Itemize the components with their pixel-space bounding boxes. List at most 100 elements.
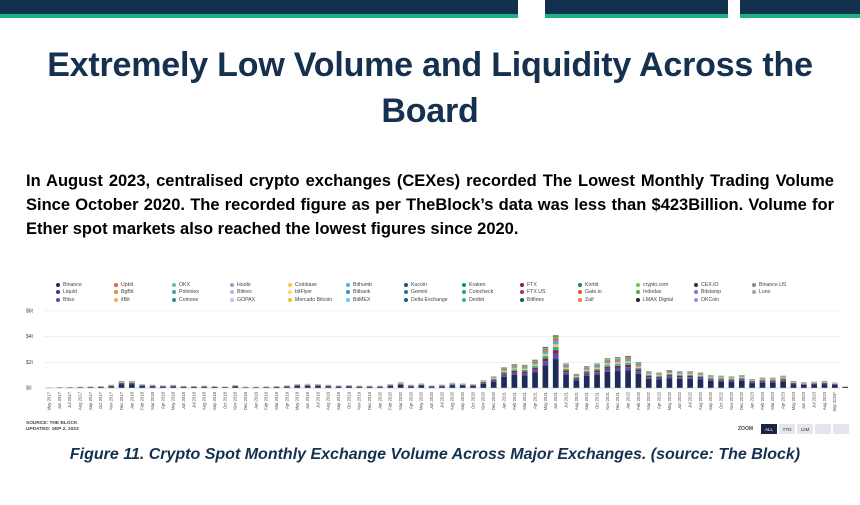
bar-segment [656,379,662,388]
bar-segment [470,385,476,388]
legend-swatch-icon [404,282,408,287]
bar-segment [769,380,776,382]
zoom-ytd-button[interactable]: YTD [779,424,795,434]
legend-item[interactable]: FTX US [520,289,578,297]
legend-item[interactable]: bitFlyer [288,289,346,297]
bar-segment [594,365,600,367]
legend-label: Coinbase [295,281,317,288]
bar-segment [666,372,673,374]
legend-item[interactable]: Bithumb [346,281,404,289]
bar-segment [718,381,724,388]
legend-item[interactable]: LMAX Digital [636,296,694,304]
x-tick-label: Apr 2018 [160,391,165,409]
legend-item[interactable]: Binance [56,281,114,289]
legend-item[interactable]: Bitso [56,296,114,304]
legend-item[interactable]: Bitbank [346,289,404,297]
legend-item[interactable]: Liquid [56,289,114,297]
x-tick-label: Oct 2019 [346,391,351,409]
legend-item[interactable]: Zaif [578,296,636,304]
bar-segment [594,368,600,371]
bar-segment [552,336,559,339]
legend-item[interactable]: Gate.io [578,289,636,297]
legend-item[interactable]: Mercado Bitcoin [288,296,346,304]
bar-segment [594,370,600,373]
legend-item[interactable]: FTX [520,281,578,289]
legend-item[interactable]: CEX.IO [694,281,752,289]
zoom-extra-button[interactable] [833,424,849,434]
bar-segment [573,375,580,376]
legend-item[interactable]: Delta Exchange [404,296,462,304]
legend-item[interactable]: BitMEX [346,296,404,304]
zoom-extra-button[interactable] [815,424,831,434]
legend-item[interactable]: Coinbase [288,281,346,289]
x-tick-label: Mar 2023 [770,391,775,409]
legend-item[interactable]: Korbit [578,281,636,289]
legend-swatch-icon [114,282,118,287]
legend-item[interactable]: Luno [752,289,810,297]
legend-item[interactable]: Huobi [230,281,288,289]
legend-swatch-icon [636,282,640,287]
bar-segment [563,366,569,368]
bar-segment [542,365,549,388]
zoom-all-button[interactable]: ALL [761,424,777,434]
bar-segment [656,373,662,375]
zoom-12m-button[interactable]: 12M [797,424,813,434]
bar-segment [366,386,373,388]
bar-segment [749,380,755,382]
bar-segment [397,384,404,388]
legend-item[interactable]: Kraken [462,281,520,289]
x-tick-label: Dec 2022 [739,391,744,410]
legend-item[interactable]: Coincheck [462,289,520,297]
x-tick-label: Jan 2021 [501,391,506,409]
x-tick-label: Jun 2020 [429,391,434,409]
legend-item[interactable]: Binance.US [752,281,810,289]
bar-segment [769,378,776,380]
legend-swatch-icon [694,282,698,287]
bar-segment [718,380,724,382]
y-tick-label: $0 [26,386,32,392]
bar-segment [542,346,549,348]
legend-swatch-icon [404,290,408,295]
legend-item[interactable]: Deribit [462,296,520,304]
legend-label: GOPAX [237,296,256,303]
legend-label: Binance [63,281,82,288]
legend-item[interactable]: Kucoin [404,281,462,289]
bar-segment [697,379,704,388]
legend-item[interactable]: GOPAX [230,296,288,304]
legend-item[interactable]: Gemini [404,289,462,297]
legend-item[interactable]: Coinone [172,296,230,304]
legend-item[interactable]: crypto.com [636,281,694,289]
legend-item[interactable]: Indodax [636,289,694,297]
bar-segment [697,375,704,376]
legend-item[interactable]: Bitfinex [520,296,578,304]
bar-segment [532,367,538,370]
legend-label: crypto.com [643,281,669,288]
legend-item[interactable]: Bitstamp [694,289,752,297]
legend-item[interactable]: BgBit [114,289,172,297]
x-tick-label: May 2018 [171,391,176,410]
x-tick-label: Jan 2022 [625,391,630,409]
bar-segment [676,378,683,388]
bar-segment [604,358,611,360]
legend-item[interactable]: Bittrex [230,289,288,297]
legend-label: itBit [121,296,130,303]
zoom-label: ZOOM [738,426,753,432]
bar-segment [77,387,84,388]
bar-segment [273,387,280,388]
legend-item[interactable]: Upbit [114,281,172,289]
x-tick-label: Nov 2019 [357,391,362,410]
legend-item[interactable]: Poloniex [172,289,230,297]
legend-item[interactable]: OKX [172,281,230,289]
legend-item[interactable]: OKCoin [694,296,752,304]
bar-segment [666,370,673,371]
bar-segment [697,376,704,378]
bar-segment [583,373,590,377]
legend-item[interactable]: itBit [114,296,172,304]
bar-segment [583,369,590,371]
bar-segment [253,387,259,388]
legend-swatch-icon [578,297,582,302]
bar-segment [666,375,673,377]
bar-segment [687,373,693,375]
bar-segment [780,379,786,381]
x-tick-label: Aug 2020 [450,391,455,410]
